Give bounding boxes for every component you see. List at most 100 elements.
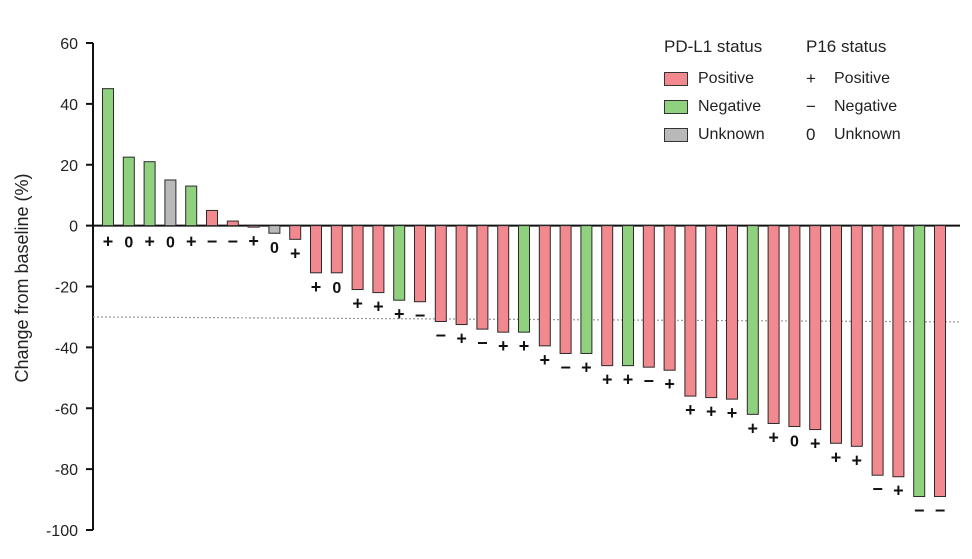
legend-pdl1-positive-label: Positive	[698, 70, 755, 87]
y-tick-label: -80	[55, 462, 78, 479]
bar	[268, 225, 281, 234]
bar	[892, 225, 905, 478]
bar	[414, 225, 426, 303]
p16-label: +	[519, 336, 530, 356]
bar	[684, 225, 697, 397]
p16-label: −	[207, 232, 218, 252]
p16-label: +	[394, 304, 405, 324]
p16-label: −	[914, 501, 925, 521]
p16-label: +	[540, 350, 551, 370]
legend-swatch-unknown	[664, 128, 688, 142]
p16-label: 0	[166, 235, 175, 252]
legend-pdl1-positive: Positive	[664, 69, 754, 89]
y-tick-label: -40	[55, 340, 78, 357]
legend-p16-positive-symbol: +	[806, 69, 816, 88]
bar	[247, 225, 260, 228]
bar	[580, 225, 593, 354]
bar	[476, 225, 489, 330]
p16-label: +	[186, 232, 197, 252]
p16-label: −	[872, 479, 883, 499]
p16-label: +	[103, 232, 114, 252]
p16-label: +	[373, 297, 384, 317]
bar	[497, 225, 510, 333]
p16-label: +	[831, 447, 842, 467]
p16-label: +	[290, 243, 301, 263]
bar	[206, 209, 218, 227]
y-axis-label: Change from baseline (%)	[12, 173, 32, 382]
p16-label: +	[748, 418, 759, 438]
bar	[185, 185, 198, 227]
legend-p16-unknown-symbol: 0	[806, 125, 816, 144]
bar	[351, 225, 364, 291]
bar	[830, 225, 842, 444]
bar	[705, 225, 718, 399]
p16-label: +	[144, 232, 155, 252]
y-tick-label: 0	[69, 219, 78, 236]
bar	[143, 161, 156, 227]
bar	[330, 225, 343, 274]
p16-label: +	[581, 357, 592, 377]
bar	[289, 225, 302, 240]
p16-label: +	[352, 294, 363, 314]
p16-label: 0	[124, 235, 133, 252]
legend-pdl1-negative-label: Negative	[698, 98, 762, 115]
p16-label: −	[436, 326, 447, 346]
legend-p16-positive: + Positive	[806, 69, 890, 89]
bar	[164, 179, 177, 227]
p16-label: +	[602, 370, 613, 390]
p16-label: 0	[332, 280, 341, 297]
bar	[372, 225, 385, 294]
p16-label: +	[768, 427, 779, 447]
p16-label: +	[498, 336, 509, 356]
y-tick-label: -20	[55, 280, 78, 297]
p16-label: −	[644, 371, 655, 391]
bar	[226, 220, 239, 227]
bar	[850, 225, 863, 447]
legend-p16-unknown: 0 Unknown	[806, 125, 901, 145]
bar	[393, 225, 406, 301]
bar	[559, 225, 572, 354]
bar	[538, 225, 551, 347]
p16-label: +	[623, 370, 634, 390]
bar	[663, 225, 676, 371]
y-tick-label: -60	[55, 401, 78, 418]
bar	[102, 88, 114, 227]
bar	[601, 225, 614, 367]
p16-labels-layer: +0 +0 + − − +0 ++ 0+ + + −− + − + ++ − ++ + − ++ + ++ +0 ++ +− +−…	[103, 231, 946, 520]
bar	[809, 225, 822, 431]
p16-label: 0	[790, 434, 799, 451]
p16-label: 0	[270, 240, 279, 257]
bar	[642, 225, 655, 368]
p16-label: +	[852, 450, 863, 470]
bar	[913, 225, 926, 498]
bar	[518, 225, 530, 333]
p16-label: −	[935, 501, 946, 521]
bar	[434, 225, 447, 323]
legend-p16-title: P16 status	[806, 37, 887, 56]
y-tick-label: 20	[60, 158, 78, 175]
legend-p16-negative-label: Negative	[834, 98, 898, 115]
bar	[746, 225, 759, 415]
p16-label: +	[810, 434, 821, 454]
legend-swatch-positive	[664, 72, 688, 86]
p16-label: +	[893, 481, 904, 501]
legend-p16-positive-label: Positive	[834, 70, 891, 87]
p16-label: +	[727, 403, 738, 423]
p16-label: −	[228, 232, 239, 252]
bar	[934, 225, 946, 498]
legend-p16-unknown-label: Unknown	[834, 126, 901, 143]
bar	[622, 225, 634, 367]
bars-layer	[102, 88, 946, 498]
bar	[122, 156, 135, 227]
bar	[726, 225, 738, 400]
p16-label: +	[706, 402, 717, 422]
legend-swatch-negative	[664, 100, 688, 114]
legend-p16-negative-symbol: −	[806, 97, 816, 116]
bar	[455, 225, 468, 326]
p16-label: +	[311, 277, 322, 297]
p16-label: +	[664, 374, 675, 394]
p16-label: +	[456, 329, 467, 349]
bar	[310, 225, 322, 274]
legend-pdl1-unknown-label: Unknown	[698, 126, 765, 143]
